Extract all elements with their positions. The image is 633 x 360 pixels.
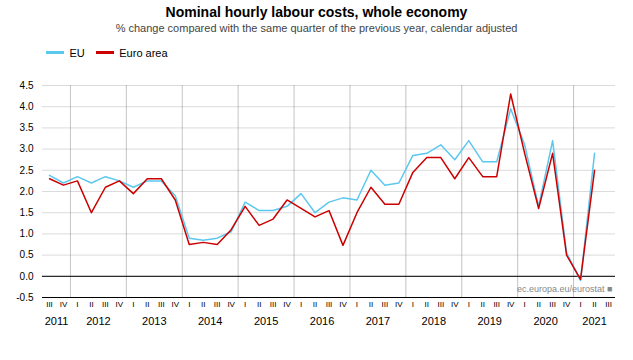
svg-text:II: II [201, 300, 205, 309]
svg-text:III: III [549, 300, 556, 309]
svg-text:ec.europa.eu/eurostat ■: ec.europa.eu/eurostat ■ [517, 283, 613, 293]
svg-text:2018: 2018 [422, 314, 446, 326]
svg-text:IV: IV [171, 300, 179, 309]
svg-text:III: III [382, 300, 389, 309]
svg-text:I: I [76, 300, 78, 309]
html-text:EU: EU [69, 46, 85, 59]
svg-text:IV: IV [227, 300, 235, 309]
svg-text:I: I [188, 300, 190, 309]
svg-text:II: II [592, 300, 596, 309]
svg-text:0.0: 0.0 [20, 270, 34, 281]
svg-text:III: III [437, 300, 444, 309]
svg-text:2017: 2017 [366, 314, 390, 326]
svg-text:II: II [425, 300, 429, 309]
svg-text:IV: IV [60, 300, 68, 309]
svg-text:2016: 2016 [310, 314, 334, 326]
svg-text:III: III [493, 300, 500, 309]
svg-text:3.0: 3.0 [20, 143, 34, 154]
svg-text:2015: 2015 [254, 314, 278, 326]
svg-text:1.0: 1.0 [20, 228, 34, 239]
svg-text:II: II [536, 300, 540, 309]
svg-text:III: III [605, 300, 612, 309]
svg-text:IV: IV [116, 300, 124, 309]
svg-text:III: III [270, 300, 277, 309]
svg-text:4.0: 4.0 [20, 100, 34, 111]
svg-text:4.5: 4.5 [20, 79, 34, 90]
svg-text:IV: IV [395, 300, 403, 309]
html-text:% change compared with the sam: % change compared with the same quarter … [115, 22, 518, 34]
svg-text:II: II [369, 300, 373, 309]
svg-text:-0.5: -0.5 [16, 291, 34, 302]
svg-text:I: I [132, 300, 134, 309]
svg-text:I: I [524, 300, 526, 309]
svg-text:I: I [468, 300, 470, 309]
svg-text:IV: IV [339, 300, 347, 309]
svg-text:2.0: 2.0 [20, 185, 34, 196]
svg-text:I: I [300, 300, 302, 309]
svg-text:IV: IV [283, 300, 291, 309]
svg-text:2012: 2012 [86, 314, 110, 326]
svg-text:2.5: 2.5 [20, 164, 34, 175]
svg-text:I: I [244, 300, 246, 309]
svg-text:3.5: 3.5 [20, 122, 34, 133]
svg-text:IV: IV [451, 300, 459, 309]
svg-text:III: III [326, 300, 333, 309]
svg-text:I: I [356, 300, 358, 309]
svg-text:III: III [214, 300, 221, 309]
svg-text:I: I [412, 300, 414, 309]
svg-text:1.5: 1.5 [20, 206, 34, 217]
svg-text:IV: IV [507, 300, 515, 309]
svg-text:II: II [313, 300, 317, 309]
svg-text:III: III [158, 300, 165, 309]
svg-text:II: II [257, 300, 261, 309]
html-text:Nominal hourly labour costs, w: Nominal hourly labour costs, whole econo… [165, 4, 468, 20]
svg-text:2019: 2019 [477, 314, 501, 326]
html-text:Euro area: Euro area [119, 46, 168, 59]
svg-text:II: II [145, 300, 149, 309]
svg-text:I: I [579, 300, 581, 309]
svg-text:2021: 2021 [582, 314, 606, 326]
svg-text:III: III [46, 300, 53, 309]
svg-text:IV: IV [563, 300, 571, 309]
svg-text:2013: 2013 [142, 314, 166, 326]
svg-text:2011: 2011 [45, 314, 69, 326]
svg-text:II: II [89, 300, 93, 309]
svg-text:II: II [481, 300, 485, 309]
svg-text:0.5: 0.5 [20, 249, 34, 260]
svg-text:2014: 2014 [198, 314, 222, 326]
svg-text:2020: 2020 [533, 314, 557, 326]
svg-text:III: III [102, 300, 109, 309]
